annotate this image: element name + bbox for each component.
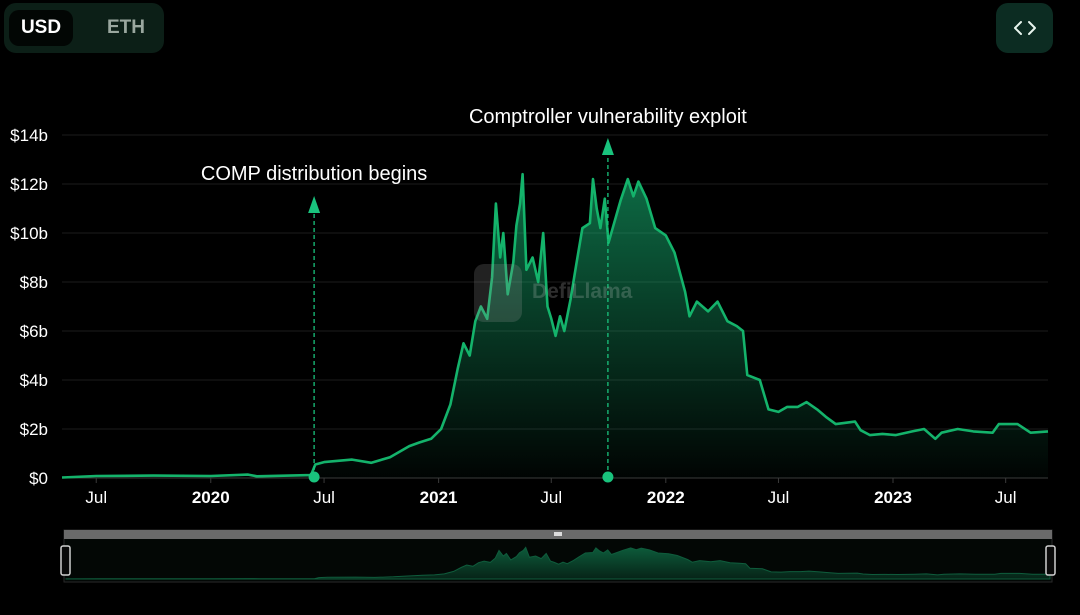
tvl-area xyxy=(62,174,1048,478)
x-tick-label: Jul xyxy=(313,488,335,507)
watermark-text: DefiLlama xyxy=(532,280,633,303)
annotations: COMP distribution begins Comptroller vuln… xyxy=(201,106,747,483)
x-tick-label: 2021 xyxy=(420,488,458,507)
usd-toggle-button[interactable]: USD xyxy=(9,10,73,46)
x-tick-label: 2020 xyxy=(192,488,230,507)
code-brackets-icon xyxy=(1014,21,1036,35)
x-tick-label: Jul xyxy=(85,488,107,507)
y-tick-label: $8b xyxy=(20,273,48,292)
y-tick-label: $6b xyxy=(20,322,48,341)
x-tick-label: 2022 xyxy=(647,488,685,507)
y-tick-label: $0 xyxy=(29,469,48,488)
tvl-line[interactable] xyxy=(61,172,1049,479)
y-tick-label: $14b xyxy=(10,126,48,145)
annotation-marker xyxy=(308,471,320,483)
currency-toggle: USD ETH xyxy=(4,3,164,53)
embed-button[interactable] xyxy=(996,3,1053,53)
watermark: DefiLlama xyxy=(474,264,639,322)
defillama-logo-icon xyxy=(474,264,522,322)
x-tick-label: 2023 xyxy=(874,488,912,507)
eth-toggle-button[interactable]: ETH xyxy=(107,17,145,38)
range-navigator[interactable] xyxy=(60,529,1056,583)
navigator-right-handle[interactable] xyxy=(1045,545,1056,576)
y-tick-label: $10b xyxy=(10,224,48,243)
x-tick-label: Jul xyxy=(995,488,1017,507)
x-axis: Jul 2020 Jul 2021 Jul 2022 Jul 2023 Jul xyxy=(85,478,1017,507)
annotation-marker xyxy=(602,471,614,483)
y-axis: $0 $2b $4b $6b $8b $10b $12b $14b xyxy=(10,126,48,488)
y-tick-label: $2b xyxy=(20,420,48,439)
x-tick-label: Jul xyxy=(540,488,562,507)
navigator-area xyxy=(65,546,1051,580)
annotation-label: COMP distribution begins xyxy=(201,163,427,185)
x-tick-label: Jul xyxy=(768,488,790,507)
navigator-drag-grip[interactable] xyxy=(554,532,562,536)
annotation-label: Comptroller vulnerability exploit xyxy=(469,106,747,128)
annotation-arrow-icon xyxy=(601,138,614,155)
annotation-arrow-icon xyxy=(308,196,321,213)
y-tick-label: $4b xyxy=(20,371,48,390)
navigator-left-handle[interactable] xyxy=(60,545,71,576)
y-tick-label: $12b xyxy=(10,175,48,194)
